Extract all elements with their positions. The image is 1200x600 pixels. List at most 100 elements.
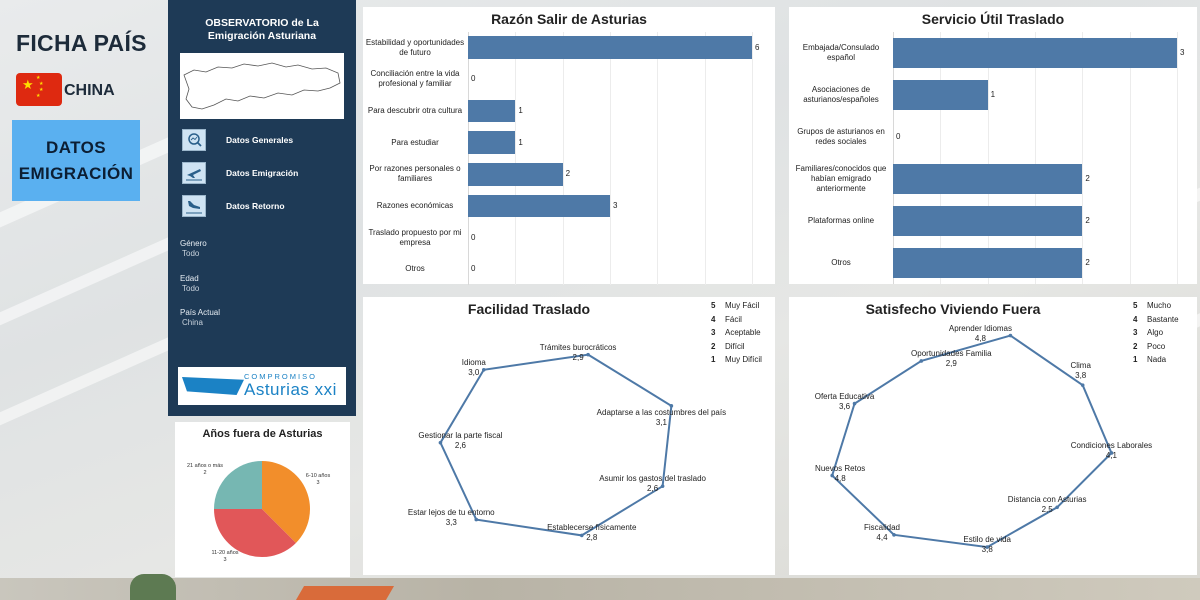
radar-axis-label: Gestionar la parte fiscal 2,6 (418, 431, 502, 451)
radar-axis-label: Establecerse físicamente 2,8 (547, 523, 636, 543)
legend-item: 1 Muy Difícil (711, 355, 762, 364)
radar-axis-name: Estilo de vida (963, 535, 1012, 545)
radar-axis-name: Gestionar la parte fiscal (418, 430, 503, 440)
radar-axis-name: Aprender Idiomas (948, 323, 1013, 333)
radar-axis-name: Oportunidades Familia (911, 348, 992, 358)
filter-genero-label: Género (180, 239, 207, 248)
radar-point[interactable] (852, 401, 857, 406)
radar-point[interactable] (1055, 505, 1059, 510)
bar-value-label: 1 (518, 106, 523, 116)
bar[interactable] (893, 163, 1083, 195)
razon-salir-title: Razón Salir de Asturias (491, 11, 647, 27)
radar-axis-value: 2,6 (647, 484, 659, 494)
radar-axis-value: 4,4 (876, 532, 888, 542)
legend-label: Bastante (1147, 314, 1179, 324)
bar[interactable] (468, 36, 752, 60)
bar[interactable] (468, 194, 610, 218)
bar[interactable] (893, 247, 1083, 279)
logo-bottom-text: Asturias xxi (244, 380, 337, 399)
background-stripe (0, 332, 185, 441)
datos-emigracion-button[interactable]: DATOS EMIGRACIÓN (12, 120, 140, 201)
bar-value-label: 2 (1085, 216, 1090, 225)
radar-point[interactable] (1109, 451, 1114, 455)
radar-axis-label: Fiscalidad 4,4 (864, 523, 900, 543)
bar-value-label: 0 (471, 264, 476, 274)
radar-axis-label: Asumir los gastos del traslado 2,6 (599, 474, 706, 494)
bar-category-label: Conciliación entre la vida profesional y… (370, 69, 460, 89)
plane-arrival-icon (182, 195, 206, 217)
bar-category-label: Plataformas online (807, 216, 875, 225)
observatorio-title: OBSERVATORIO de La Emigración Asturiana (168, 17, 356, 43)
grid-line (893, 32, 894, 284)
radar-point[interactable] (579, 533, 584, 538)
nav-datos-generales[interactable]: Datos Generales (182, 127, 352, 153)
razon-salir-panel: Razón Salir de Asturias Estabilidad y op… (363, 7, 775, 285)
filter-genero-value[interactable]: Todo (182, 249, 200, 258)
legend-item: 5 Mucho (1133, 301, 1171, 310)
page-title: FICHA PAÍS (16, 30, 147, 56)
grid-line (1177, 32, 1178, 284)
bar[interactable] (893, 79, 988, 111)
legend-item: 5 Muy Fácil (711, 301, 759, 310)
pie-slice-label: 11-20 años (211, 550, 238, 556)
nav-datos-retorno-label: Datos Retorno (226, 201, 285, 211)
pie-slice[interactable] (262, 461, 310, 543)
bar-category-label: Grupos de asturianos en redes sociales (797, 127, 885, 146)
pie-slice[interactable] (214, 509, 296, 557)
bar-category-label: Otros (405, 264, 425, 274)
bar[interactable] (893, 37, 1177, 69)
pie-chart-panel: Años fuera de Asturias 6-10 años 3 11-20 a… (175, 422, 350, 577)
filter-edad-value[interactable]: Todo (182, 284, 200, 293)
pie-chart-title: Años fuera de Asturias (202, 428, 323, 440)
asturias-map (180, 53, 344, 119)
background-road (0, 578, 1200, 600)
grid-line (562, 32, 564, 285)
grid-line (987, 32, 989, 284)
facilidad-traslado-title: Facilidad Traslado (467, 301, 591, 317)
filter-pais-value[interactable]: China (182, 318, 203, 327)
legend-item: 1 Nada (1133, 355, 1166, 364)
nav-datos-emigracion[interactable]: Datos Emigración (182, 160, 352, 186)
radar-axis-value: 2,9 (572, 352, 584, 362)
legend-number: 3 (711, 328, 716, 337)
bar-category-label: Por razones personales o familiares (369, 164, 461, 184)
satisfecho-title: Satisfecho Viviendo Fuera (865, 301, 1041, 317)
radar-axis-name: Adaptarse a las costumbres del país (596, 407, 727, 417)
grid-line (704, 32, 706, 285)
pie-slice-label: 21 años o más (187, 463, 223, 469)
radar-axis-label: Estilo de vida 3,8 (963, 535, 1011, 555)
radar-axis-name: Clima (1070, 361, 1091, 371)
nav-datos-retorno[interactable]: Datos Retorno (182, 193, 352, 219)
radar-point[interactable] (1008, 333, 1013, 338)
radar-point[interactable] (481, 367, 486, 372)
radar-point[interactable] (830, 473, 834, 478)
radar-point[interactable] (474, 517, 479, 522)
bar-category-label: Familiares/conocidos que habían emigrado… (795, 164, 887, 193)
radar-point[interactable] (985, 545, 990, 549)
radar-point[interactable] (438, 440, 443, 445)
bar[interactable] (893, 205, 1083, 237)
bar[interactable] (468, 99, 516, 123)
bar[interactable] (468, 131, 516, 155)
grid-line (1129, 32, 1131, 284)
radar-point[interactable] (660, 484, 665, 488)
servicio-util-panel: Servicio Útil Traslado Embajada/Consulad… (789, 7, 1197, 284)
radar-point[interactable] (1080, 383, 1085, 387)
legend-label: Algo (1147, 328, 1164, 337)
bar[interactable] (468, 162, 563, 186)
bar-value-label: 0 (896, 132, 901, 141)
radar-axis-value: 3,8 (1075, 371, 1087, 381)
legend-number: 3 (1133, 328, 1138, 337)
pie-slice[interactable] (214, 461, 262, 509)
radar-point[interactable] (586, 352, 590, 357)
radar-point[interactable] (919, 359, 924, 363)
grid-line (752, 32, 753, 285)
radar-axis-label: Adaptarse a las costumbres del país 3,1 (597, 408, 726, 428)
radar-point[interactable] (669, 404, 674, 408)
radar-axis-label: Oportunidades Familia 2,9 (911, 349, 991, 369)
legend-label: Aceptable (725, 328, 761, 337)
radar-axis-label: Clima 3,8 (1070, 361, 1090, 381)
radar-point[interactable] (892, 533, 896, 537)
nav-datos-generales-label: Datos Generales (226, 135, 294, 145)
legend-number: 4 (1133, 314, 1138, 324)
